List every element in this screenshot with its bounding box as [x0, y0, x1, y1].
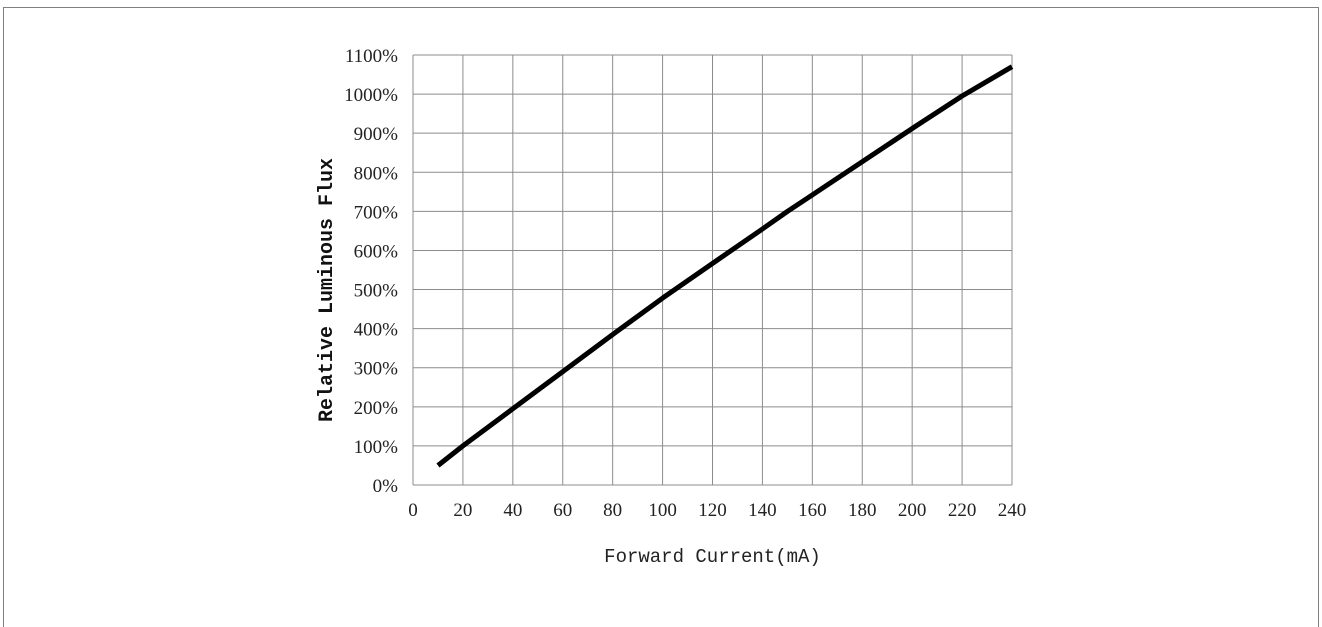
y-tick-label: 800% — [354, 163, 399, 184]
x-tick-label: 140 — [748, 500, 777, 521]
x-tick-label: 20 — [453, 500, 472, 521]
x-tick-label: 160 — [798, 500, 827, 521]
chart-frame — [3, 7, 1319, 627]
y-tick-label: 600% — [354, 241, 399, 262]
x-tick-label: 200 — [898, 500, 927, 521]
y-tick-label: 0% — [373, 476, 399, 497]
y-tick-label: 100% — [354, 437, 399, 458]
x-tick-label: 220 — [948, 500, 977, 521]
x-tick-label: 40 — [503, 500, 522, 521]
y-tick-label: 500% — [354, 281, 399, 302]
x-tick-label: 0 — [408, 500, 418, 521]
y-tick-label: 300% — [354, 359, 399, 380]
x-tick-label: 240 — [998, 500, 1027, 521]
x-axis-title: Forward Current(mA) — [604, 546, 821, 568]
x-tick-label: 60 — [553, 500, 572, 521]
y-tick-label: 200% — [354, 398, 399, 419]
x-tick-label: 100 — [648, 500, 677, 521]
x-tick-label: 80 — [603, 500, 622, 521]
x-tick-label: 180 — [848, 500, 877, 521]
tick-labels: 0 20 40 60 80 100 120 140 160 180 200 220 240 0% 100% 2… — [344, 46, 1026, 521]
series-lines — [436, 64, 1014, 468]
series-line — [436, 64, 1014, 468]
y-tick-label: 1000% — [344, 85, 398, 106]
x-tick-label: 120 — [698, 500, 727, 521]
y-tick-label: 900% — [354, 124, 399, 145]
y-tick-label: 700% — [354, 202, 399, 223]
y-tick-label: 1100% — [345, 46, 398, 67]
y-axis-title: Relative Luminous Flux — [316, 158, 339, 422]
y-tick-label: 400% — [354, 320, 399, 341]
